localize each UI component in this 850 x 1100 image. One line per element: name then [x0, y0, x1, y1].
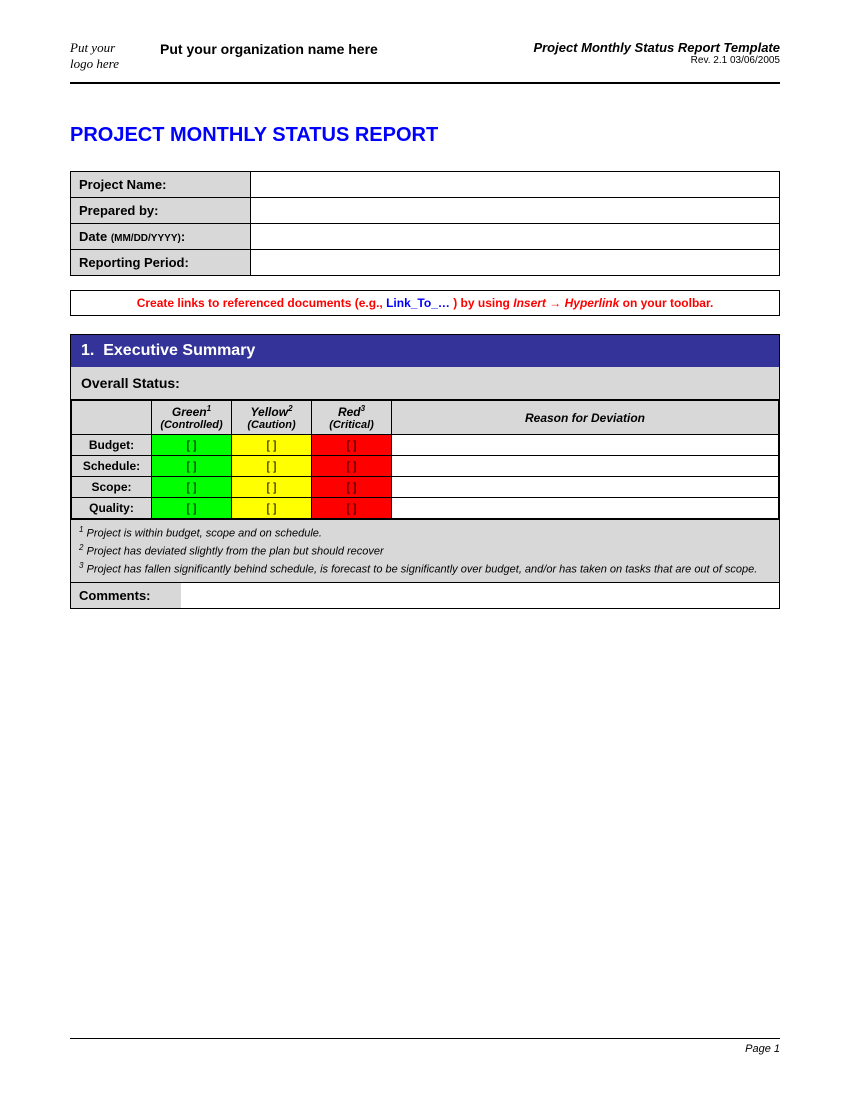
- hint-insert: Insert: [513, 296, 546, 310]
- page-header: Put your logo here Put your organization…: [70, 40, 780, 84]
- cell-green[interactable]: [ ]: [152, 456, 232, 477]
- section-title: Executive Summary: [103, 342, 255, 359]
- info-label: Prepared by:: [71, 198, 251, 224]
- hint-mid: ) by using: [450, 296, 513, 310]
- info-value[interactable]: [251, 172, 780, 198]
- header-yellow-note: 2: [288, 404, 292, 413]
- hint-box: Create links to referenced documents (e.…: [70, 290, 780, 316]
- info-label: Reporting Period:: [71, 250, 251, 276]
- header-yellow-label: Yellow: [250, 405, 288, 419]
- cell-red[interactable]: [ ]: [312, 498, 392, 519]
- info-value[interactable]: [251, 250, 780, 276]
- cell-reason[interactable]: [392, 456, 779, 477]
- comments-row: Comments:: [71, 583, 779, 609]
- info-label: Date (MM/DD/YYYY):: [71, 224, 251, 250]
- footnote-text: Project has deviated slightly from the p…: [87, 546, 384, 558]
- page-number: Page 1: [745, 1043, 780, 1055]
- cell-green[interactable]: [ ]: [152, 477, 232, 498]
- info-label-sub: (MM/DD/YYYY): [111, 233, 181, 244]
- info-value[interactable]: [251, 198, 780, 224]
- status-row-scope: Scope: [ ] [ ] [ ]: [72, 477, 779, 498]
- comments-label: Comments:: [71, 583, 181, 609]
- row-label: Schedule:: [72, 456, 152, 477]
- footnote-3: 3 Project has fallen significantly behin…: [79, 560, 771, 578]
- info-label: Project Name:: [71, 172, 251, 198]
- cell-red[interactable]: [ ]: [312, 456, 392, 477]
- footnotes: 1 Project is within budget, scope and on…: [71, 519, 779, 582]
- header-green-note: 1: [207, 404, 211, 413]
- hint-post: on your toolbar.: [619, 296, 713, 310]
- header-green: Green1 (Controlled): [152, 401, 232, 435]
- cell-yellow[interactable]: [ ]: [232, 477, 312, 498]
- status-row-budget: Budget: [ ] [ ] [ ]: [72, 435, 779, 456]
- cell-reason[interactable]: [392, 498, 779, 519]
- comments-table: Comments:: [71, 582, 779, 608]
- doc-title: Project Monthly Status Report Template: [533, 40, 780, 55]
- footnote-num: 2: [79, 543, 83, 552]
- arrow-icon: →: [549, 296, 561, 310]
- header-reason: Reason for Deviation: [392, 401, 779, 435]
- org-name-placeholder: Put your organization name here: [160, 40, 378, 72]
- info-label-text: Date: [79, 229, 107, 244]
- page-footer: Page 1: [70, 1038, 780, 1055]
- comments-value[interactable]: [181, 583, 779, 609]
- status-table: Green1 (Controlled) Yellow2 (Caution) Re…: [71, 400, 779, 519]
- executive-summary-section: 1. Executive Summary Overall Status: Gre…: [70, 334, 780, 609]
- hint-link: Link_To_…: [386, 296, 450, 310]
- section-header: 1. Executive Summary: [71, 335, 779, 367]
- footnote-text: Project has fallen significantly behind …: [87, 564, 758, 576]
- cell-green[interactable]: [ ]: [152, 498, 232, 519]
- cell-yellow[interactable]: [ ]: [232, 456, 312, 477]
- row-label: Scope:: [72, 477, 152, 498]
- info-row-project-name: Project Name:: [71, 172, 780, 198]
- doc-revision: Rev. 2.1 03/06/2005: [533, 55, 780, 66]
- status-header-row: Green1 (Controlled) Yellow2 (Caution) Re…: [72, 401, 779, 435]
- cell-red[interactable]: [ ]: [312, 435, 392, 456]
- cell-red[interactable]: [ ]: [312, 477, 392, 498]
- header-red: Red3 (Critical): [312, 401, 392, 435]
- hint-pre: Create links to referenced documents (e.…: [137, 296, 386, 310]
- info-row-date: Date (MM/DD/YYYY):: [71, 224, 780, 250]
- header-left: Put your logo here Put your organization…: [70, 40, 378, 72]
- hint-hyperlink: Hyperlink: [565, 296, 620, 310]
- info-row-reporting-period: Reporting Period:: [71, 250, 780, 276]
- header-right: Project Monthly Status Report Template R…: [533, 40, 780, 66]
- info-row-prepared-by: Prepared by:: [71, 198, 780, 224]
- status-row-schedule: Schedule: [ ] [ ] [ ]: [72, 456, 779, 477]
- footnote-2: 2 Project has deviated slightly from the…: [79, 542, 771, 560]
- header-red-label: Red: [338, 405, 361, 419]
- logo-placeholder: Put your logo here: [70, 40, 140, 72]
- header-green-label: Green: [172, 405, 207, 419]
- row-label: Quality:: [72, 498, 152, 519]
- header-blank: [72, 401, 152, 435]
- footnote-num: 1: [79, 525, 83, 534]
- footnote-num: 3: [79, 561, 83, 570]
- cell-reason[interactable]: [392, 477, 779, 498]
- cell-yellow[interactable]: [ ]: [232, 435, 312, 456]
- footnote-text: Project is within budget, scope and on s…: [87, 528, 322, 540]
- row-label: Budget:: [72, 435, 152, 456]
- info-table: Project Name: Prepared by: Date (MM/DD/Y…: [70, 171, 780, 276]
- main-title: PROJECT MONTHLY STATUS REPORT: [70, 124, 780, 147]
- header-red-note: 3: [361, 404, 365, 413]
- header-yellow-sub: (Caution): [236, 419, 307, 431]
- cell-reason[interactable]: [392, 435, 779, 456]
- status-row-quality: Quality: [ ] [ ] [ ]: [72, 498, 779, 519]
- overall-status-row: Overall Status:: [71, 367, 779, 400]
- cell-yellow[interactable]: [ ]: [232, 498, 312, 519]
- info-value[interactable]: [251, 224, 780, 250]
- section-number: 1.: [81, 342, 94, 359]
- header-yellow: Yellow2 (Caution): [232, 401, 312, 435]
- header-green-sub: (Controlled): [156, 419, 227, 431]
- cell-green[interactable]: [ ]: [152, 435, 232, 456]
- overall-status-label: Overall Status:: [71, 367, 779, 400]
- header-red-sub: (Critical): [316, 419, 387, 431]
- footnote-1: 1 Project is within budget, scope and on…: [79, 524, 771, 542]
- info-label-suffix: :: [181, 229, 185, 244]
